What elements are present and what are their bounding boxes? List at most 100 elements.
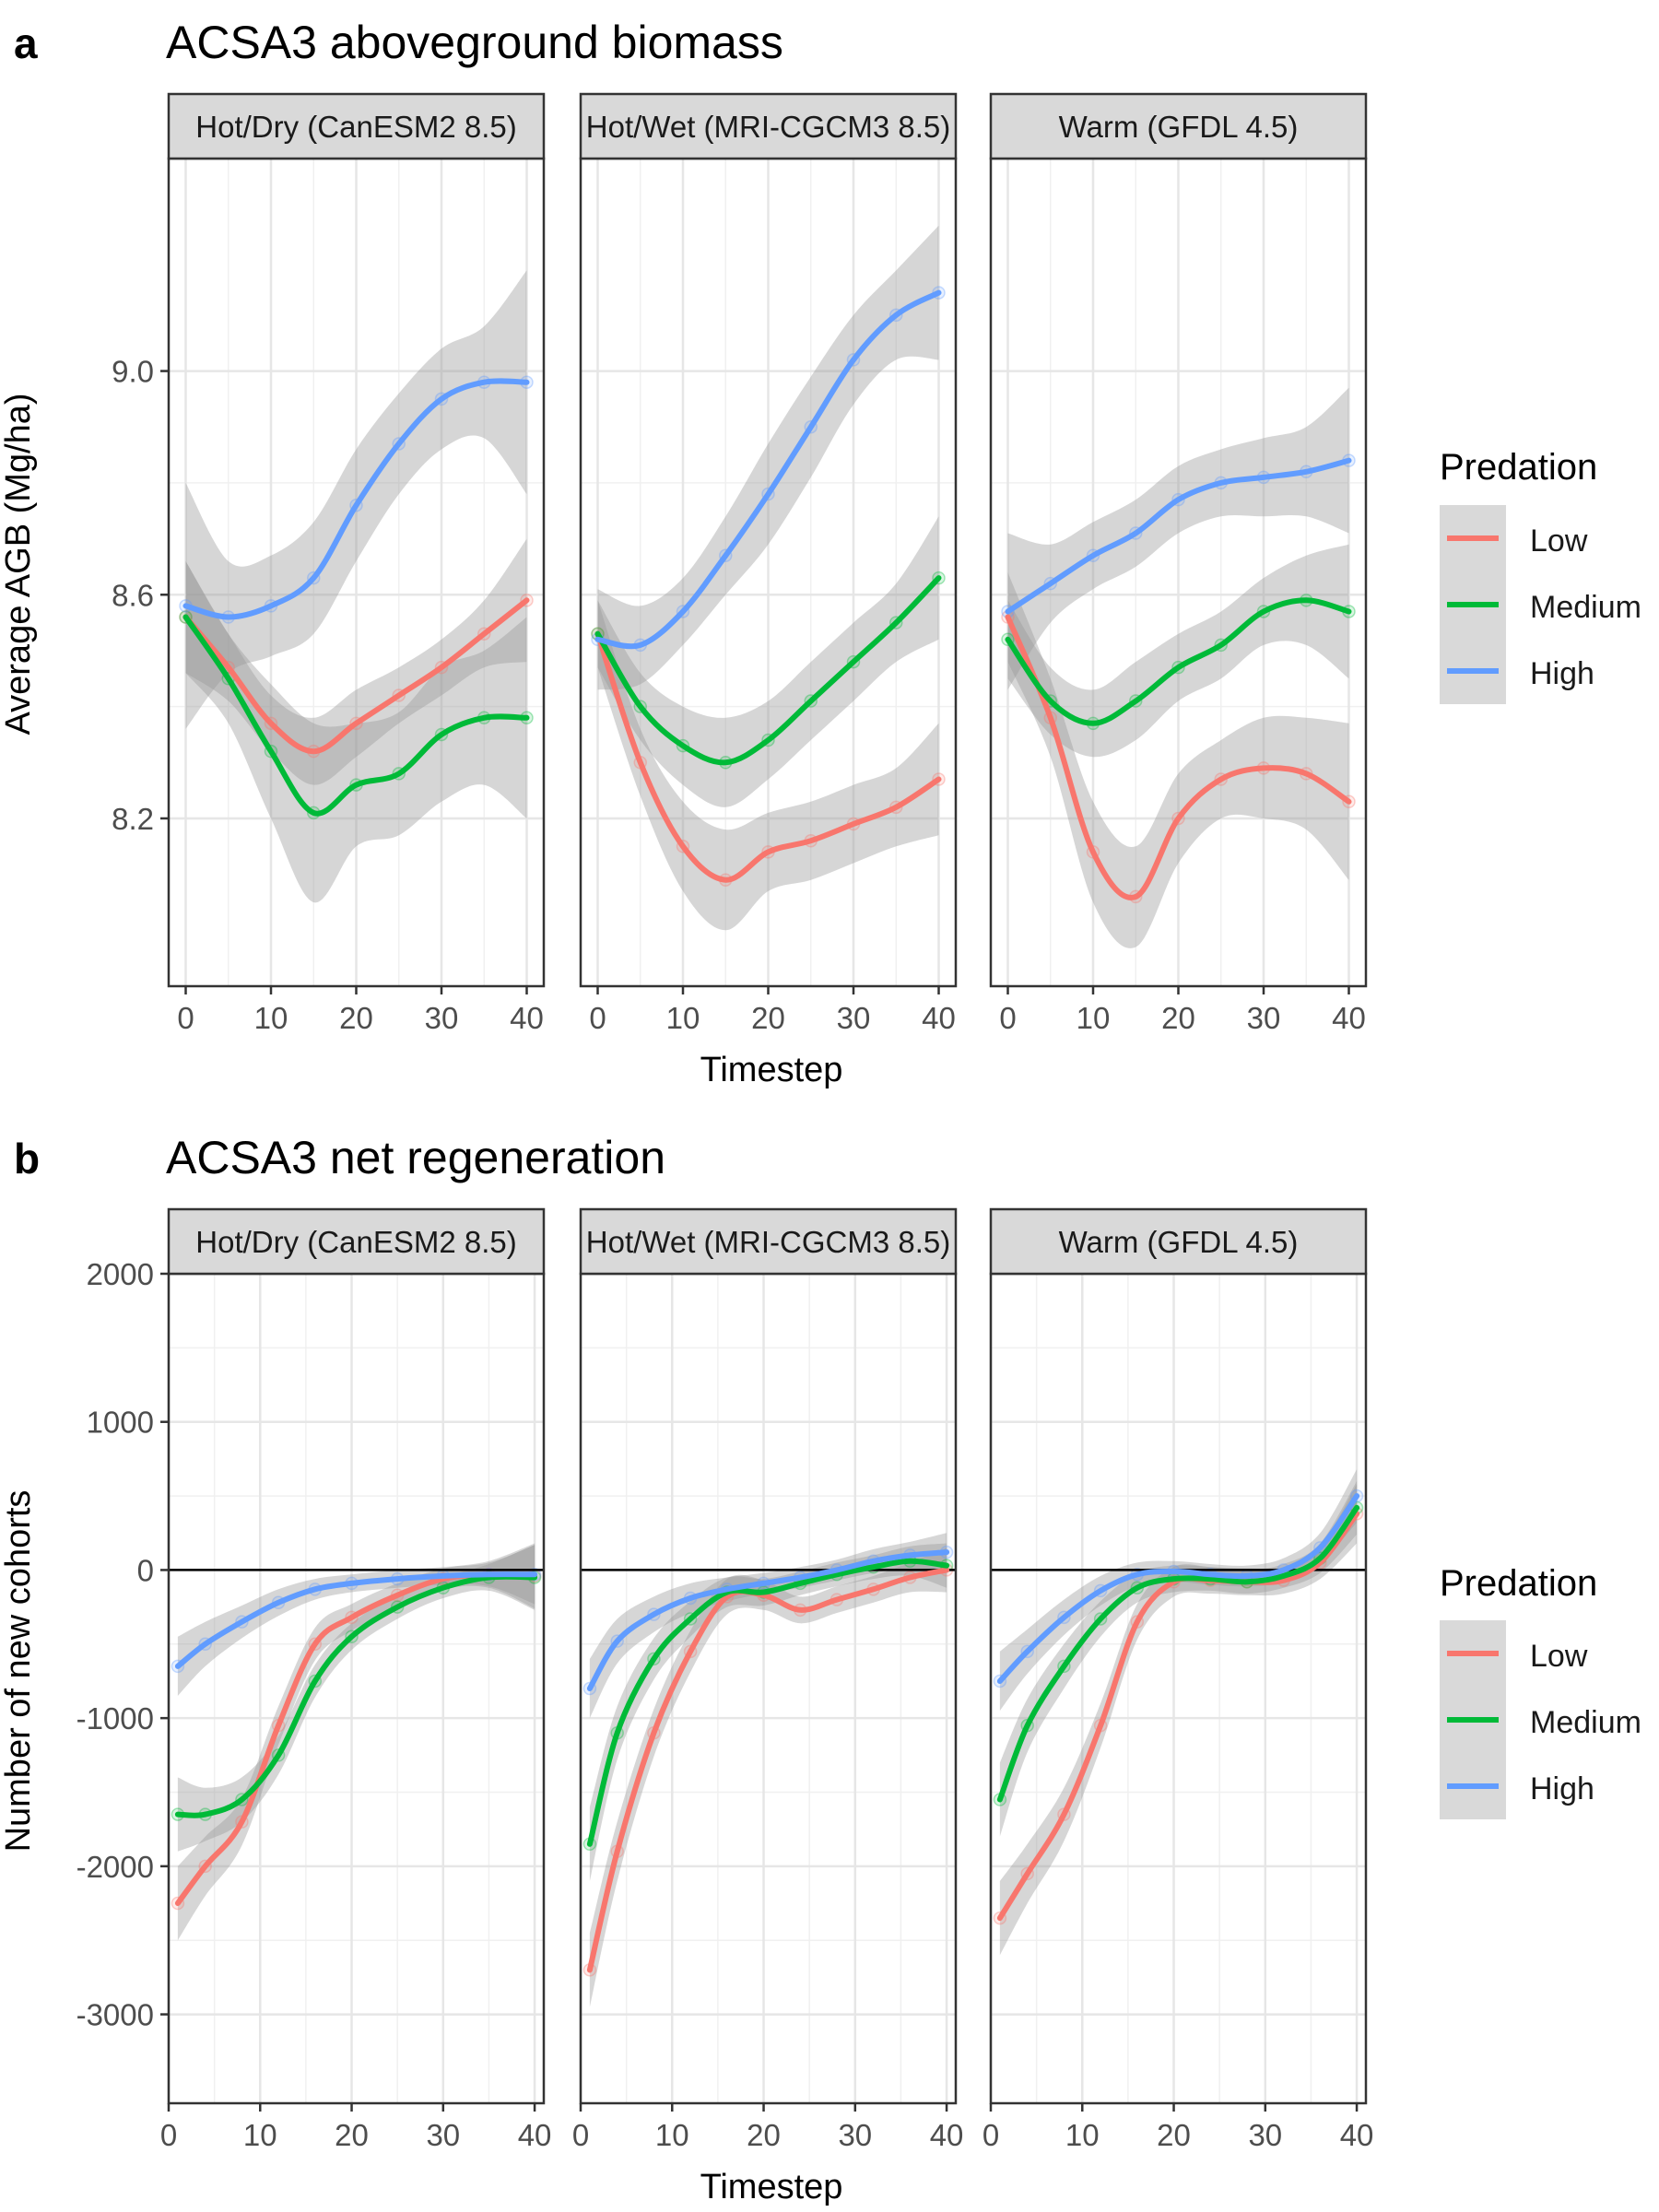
series-line-high <box>182 378 530 620</box>
panel-a-y-axis-title: Average AGB (Mg/ha) <box>0 393 38 735</box>
panel-b-y-axis-title: Number of new cohorts <box>0 1490 38 1853</box>
confidence-band-low <box>177 1543 535 1941</box>
plot-area: Hot/Dry (CanESM2 8.5)0 10 20 30 408.28.69.0H… <box>76 92 1374 2152</box>
x-tick-label: 30 <box>1248 2118 1282 2152</box>
facet-strip-label: Hot/Dry (CanESM2 8.5) <box>195 110 516 144</box>
x-tick-label: 20 <box>1157 2118 1191 2152</box>
facet-strip <box>167 1207 546 1276</box>
facet-strip <box>989 1207 1368 1276</box>
series-line-high <box>174 1571 538 1669</box>
y-tick-label: 8.2 <box>112 802 154 836</box>
facet-strip-label: Hot/Wet (MRI-CGCM3 8.5) <box>586 1225 950 1259</box>
series-line-medium <box>996 1504 1360 1803</box>
x-tick-label: 0 <box>589 1001 606 1035</box>
series-line-medium <box>174 1573 538 1818</box>
series-layer <box>169 1543 544 1941</box>
confidence-band-high <box>185 270 527 729</box>
legend-label-low: Low <box>1530 524 1588 559</box>
series-line-low <box>594 630 942 883</box>
series-layer <box>1001 387 1356 948</box>
series-line-high <box>594 289 942 650</box>
panel-a-legend: Predation Low Medium High <box>1440 447 1641 704</box>
series-line-medium <box>1005 597 1352 726</box>
y-tick-label: -1000 <box>76 1701 154 1735</box>
confidence-band-medium <box>597 516 939 807</box>
panel-a-x-axis-title: Timestep <box>700 1051 843 1089</box>
confidence-band-medium <box>1007 544 1349 758</box>
legend-label-high: High <box>1530 656 1594 691</box>
series-layer <box>179 270 534 903</box>
panel-b-title: ACSA3 net regeneration <box>166 1132 665 1183</box>
confidence-band-high <box>597 225 939 690</box>
facet-panel: Hot/Wet (MRI-CGCM3 8.5) 0 10 20 30 40 <box>579 92 958 1035</box>
x-tick-label: 0 <box>177 1001 194 1035</box>
x-tick-label: 0 <box>999 1001 1016 1035</box>
plot-background <box>169 1274 544 2103</box>
x-tick-label: 10 <box>666 1001 700 1035</box>
x-tick-label: 20 <box>335 2118 369 2152</box>
facet-strip <box>579 1207 958 1276</box>
series-line-low <box>1005 614 1352 900</box>
facet-strip-label: Warm (GFDL 4.5) <box>1059 110 1299 144</box>
series-line-low <box>996 1511 1360 1922</box>
confidence-band-low <box>589 1547 947 2007</box>
series-line-high <box>1005 457 1352 615</box>
plot-background <box>991 1274 1366 2103</box>
legend-label-medium: Medium <box>1530 1705 1641 1740</box>
series-layer <box>581 1533 956 2007</box>
panel-b-legend: Predation Low Medium High <box>1440 1563 1641 1819</box>
confidence-band-high <box>177 1545 535 1696</box>
facet-strip <box>167 92 546 160</box>
x-tick-label: 20 <box>747 2118 781 2152</box>
legend-label-medium: Medium <box>1530 590 1641 625</box>
legend-title: Predation <box>1440 447 1597 488</box>
x-tick-label: 10 <box>243 2118 277 2152</box>
panel-a-title: ACSA3 aboveground biomass <box>166 17 783 68</box>
series-line-high <box>996 1493 1360 1684</box>
x-tick-label: 40 <box>922 1001 956 1035</box>
confidence-band-high <box>589 1533 947 1719</box>
facet-panel: Hot/Dry (CanESM2 8.5) 0 10 20 30 40 -3000 -2000… <box>76 1207 552 2152</box>
facet-panel: Warm (GFDL 4.5) 0 10 20 30 40 <box>989 92 1368 1035</box>
series-layer <box>591 225 946 931</box>
panel-b-letter: b <box>14 1135 40 1182</box>
x-tick-label: 20 <box>751 1001 785 1035</box>
panel-a-letter: a <box>14 19 38 67</box>
series-line-medium <box>594 575 942 766</box>
y-tick-label: -2000 <box>76 1850 154 1884</box>
y-tick-label: 9.0 <box>112 355 154 389</box>
x-tick-label: 30 <box>837 1001 871 1035</box>
y-tick-label: -3000 <box>76 1998 154 2032</box>
x-tick-label: 30 <box>838 2118 872 2152</box>
confidence-band-medium <box>185 560 527 903</box>
legend-title: Predation <box>1440 1563 1597 1604</box>
series-line-low <box>182 597 530 755</box>
x-tick-label: 0 <box>982 2118 999 2152</box>
series-line-medium <box>182 614 530 817</box>
legend-label-high: High <box>1530 1771 1594 1806</box>
x-tick-label: 40 <box>930 2118 964 2152</box>
y-tick-label: 1000 <box>87 1406 154 1440</box>
confidence-band-high <box>1007 387 1349 690</box>
plot-background <box>581 1274 956 2103</box>
x-tick-label: 40 <box>518 2118 552 2152</box>
facet-panel: Hot/Wet (MRI-CGCM3 8.5) 0 10 20 30 40 <box>572 1207 964 2152</box>
series-line-high <box>586 1549 950 1691</box>
y-tick-label: 2000 <box>87 1257 154 1291</box>
x-tick-label: 0 <box>160 2118 177 2152</box>
facet-panel: Warm (GFDL 4.5) 0 10 20 30 40 <box>982 1207 1374 2152</box>
x-tick-label: 40 <box>510 1001 544 1035</box>
facet-strip <box>579 92 958 160</box>
y-tick-label: 0 <box>137 1553 154 1587</box>
x-tick-label: 30 <box>425 1001 459 1035</box>
x-tick-label: 20 <box>1161 1001 1195 1035</box>
x-tick-label: 40 <box>1340 2118 1374 2152</box>
x-tick-label: 10 <box>655 2118 689 2152</box>
facet-strip <box>989 92 1368 160</box>
x-tick-label: 20 <box>339 1001 373 1035</box>
facet-strip-label: Hot/Wet (MRI-CGCM3 8.5) <box>586 110 950 144</box>
x-tick-label: 30 <box>426 2118 460 2152</box>
facet-panel: Hot/Dry (CanESM2 8.5) 0 10 20 30 40 8.2 8.6 9.0 <box>112 92 546 1035</box>
x-tick-label: 10 <box>1065 2118 1100 2152</box>
